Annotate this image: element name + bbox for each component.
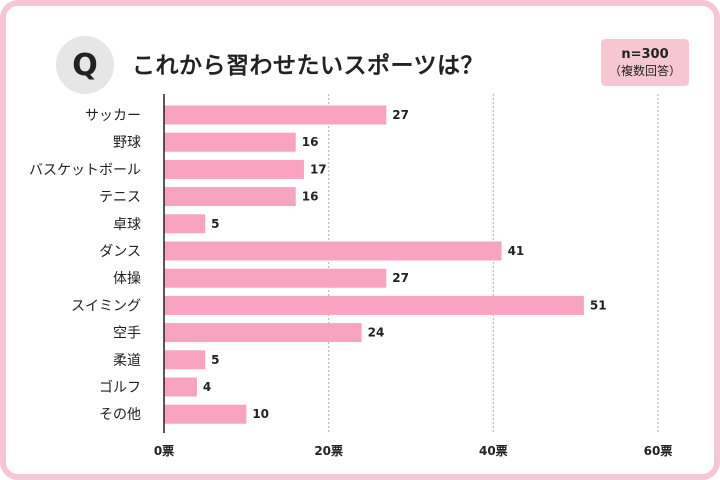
value-label-2: 17 bbox=[310, 162, 327, 176]
bar-9 bbox=[164, 350, 206, 370]
bar-10 bbox=[164, 377, 197, 397]
value-label-4: 5 bbox=[211, 217, 219, 231]
x-tick-label-60: 60票 bbox=[644, 444, 673, 458]
chart-title: これから習わせたいスポーツは？ bbox=[132, 53, 485, 79]
bar-2 bbox=[164, 159, 304, 179]
category-label-8: 空手 bbox=[113, 326, 141, 342]
value-label-3: 16 bbox=[302, 190, 319, 204]
value-label-10: 4 bbox=[203, 380, 211, 394]
value-label-7: 51 bbox=[590, 298, 607, 312]
category-label-3: テニス bbox=[99, 190, 141, 206]
bar-4 bbox=[164, 214, 206, 234]
bar-8 bbox=[164, 323, 362, 343]
bar-6 bbox=[164, 268, 387, 288]
value-label-5: 41 bbox=[508, 244, 525, 258]
bar-5 bbox=[164, 241, 502, 261]
sample-note: （複数回答） bbox=[608, 63, 681, 78]
sample-size: n=300 bbox=[621, 46, 669, 62]
question-mark: Q bbox=[72, 47, 98, 83]
bar-11 bbox=[164, 404, 247, 424]
question-badge-icon: Q bbox=[56, 36, 114, 94]
bar-7 bbox=[164, 295, 584, 315]
bar-3 bbox=[164, 187, 296, 207]
category-label-2: バスケットボール bbox=[29, 162, 141, 178]
category-label-5: ダンス bbox=[99, 244, 141, 260]
value-label-8: 24 bbox=[368, 326, 385, 340]
category-label-6: 体操 bbox=[113, 271, 141, 287]
category-label-7: スイミング bbox=[71, 298, 141, 314]
category-label-4: 卓球 bbox=[113, 217, 141, 233]
sample-size-badge: n=300 （複数回答） bbox=[601, 39, 689, 86]
x-tick-label-40: 40票 bbox=[479, 444, 508, 458]
value-label-11: 10 bbox=[252, 407, 269, 421]
category-label-1: 野球 bbox=[113, 135, 141, 151]
value-label-6: 27 bbox=[392, 271, 409, 285]
bar-0 bbox=[164, 105, 387, 125]
category-label-0: サッカー bbox=[85, 108, 141, 124]
x-tick-label-20: 20票 bbox=[314, 444, 343, 458]
value-label-0: 27 bbox=[392, 108, 409, 122]
bar-1 bbox=[164, 132, 296, 152]
value-label-9: 5 bbox=[211, 353, 219, 367]
x-tick-label-0: 0票 bbox=[154, 444, 174, 458]
category-label-11: その他 bbox=[99, 407, 141, 423]
value-label-1: 16 bbox=[302, 135, 319, 149]
category-label-9: 柔道 bbox=[113, 353, 141, 369]
category-label-10: ゴルフ bbox=[99, 379, 141, 396]
